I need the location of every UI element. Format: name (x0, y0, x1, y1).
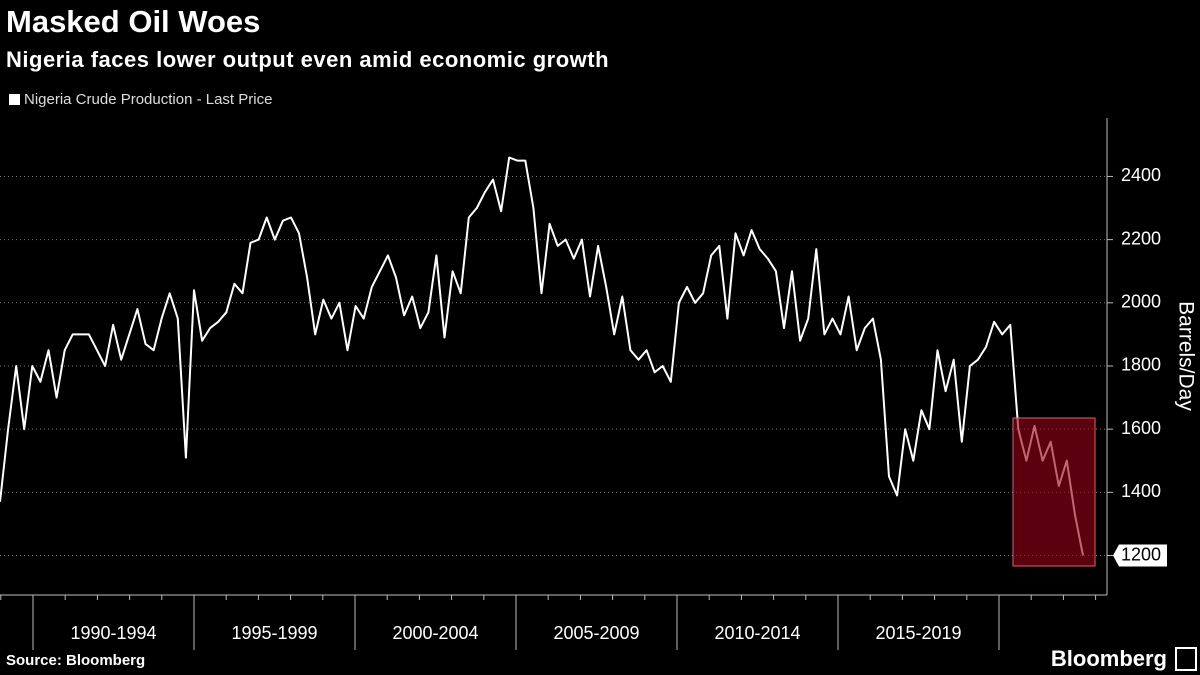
x-group-label: 1995-1999 (231, 623, 317, 643)
y-tick-label: 2200 (1121, 228, 1161, 248)
last-price-box (1113, 544, 1167, 567)
y-tick-label: 1400 (1121, 481, 1161, 501)
brand: Bloomberg (1051, 646, 1167, 671)
y-tick-label: 1600 (1121, 418, 1161, 438)
x-group-label: 1990-1994 (70, 623, 156, 643)
x-group-label: 2010-2014 (714, 623, 800, 643)
highlight-box (1012, 417, 1096, 567)
x-group-label: 2005-2009 (553, 623, 639, 643)
y-axis-label: Barrels/Day (1174, 301, 1197, 411)
x-group-label: 2000-2004 (392, 623, 478, 643)
brand-icon (1175, 647, 1197, 671)
y-tick-label: 2400 (1121, 165, 1161, 185)
y-tick-label: 2000 (1121, 292, 1161, 312)
legend-swatch (9, 94, 20, 105)
x-group-label: 2015-2019 (875, 623, 961, 643)
data-line (0, 156, 1084, 556)
chart-title: Masked Oil Woes (6, 4, 260, 39)
y-tick-label: 1200 (1121, 544, 1161, 564)
legend-label: Nigeria Crude Production - Last Price (24, 91, 272, 108)
source: Source: Bloomberg (6, 652, 145, 669)
chart-subtitle: Nigeria faces lower output even amid eco… (6, 47, 609, 72)
y-tick-label: 1800 (1121, 355, 1161, 375)
